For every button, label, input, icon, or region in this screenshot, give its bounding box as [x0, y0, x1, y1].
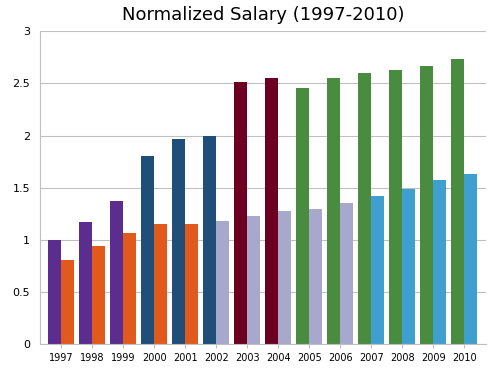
- Bar: [141, 156, 154, 344]
- Bar: [173, 139, 186, 344]
- Bar: [464, 174, 477, 344]
- Bar: [62, 260, 74, 344]
- Bar: [372, 196, 384, 344]
- Bar: [79, 222, 92, 344]
- Bar: [265, 78, 278, 344]
- Bar: [402, 189, 415, 344]
- Bar: [248, 216, 260, 344]
- Bar: [48, 240, 62, 344]
- Bar: [234, 83, 248, 344]
- Bar: [110, 201, 124, 344]
- Bar: [434, 180, 446, 344]
- Bar: [154, 224, 168, 344]
- Bar: [124, 233, 136, 344]
- Title: Normalized Salary (1997-2010): Normalized Salary (1997-2010): [122, 6, 404, 24]
- Bar: [278, 211, 291, 344]
- Bar: [310, 208, 322, 344]
- Bar: [186, 224, 198, 344]
- Bar: [216, 221, 229, 344]
- Bar: [92, 246, 105, 344]
- Bar: [297, 88, 310, 344]
- Bar: [389, 70, 402, 344]
- Bar: [327, 78, 340, 344]
- Bar: [340, 203, 353, 344]
- Bar: [358, 73, 372, 344]
- Bar: [420, 66, 434, 344]
- Bar: [203, 136, 216, 344]
- Bar: [451, 59, 464, 344]
